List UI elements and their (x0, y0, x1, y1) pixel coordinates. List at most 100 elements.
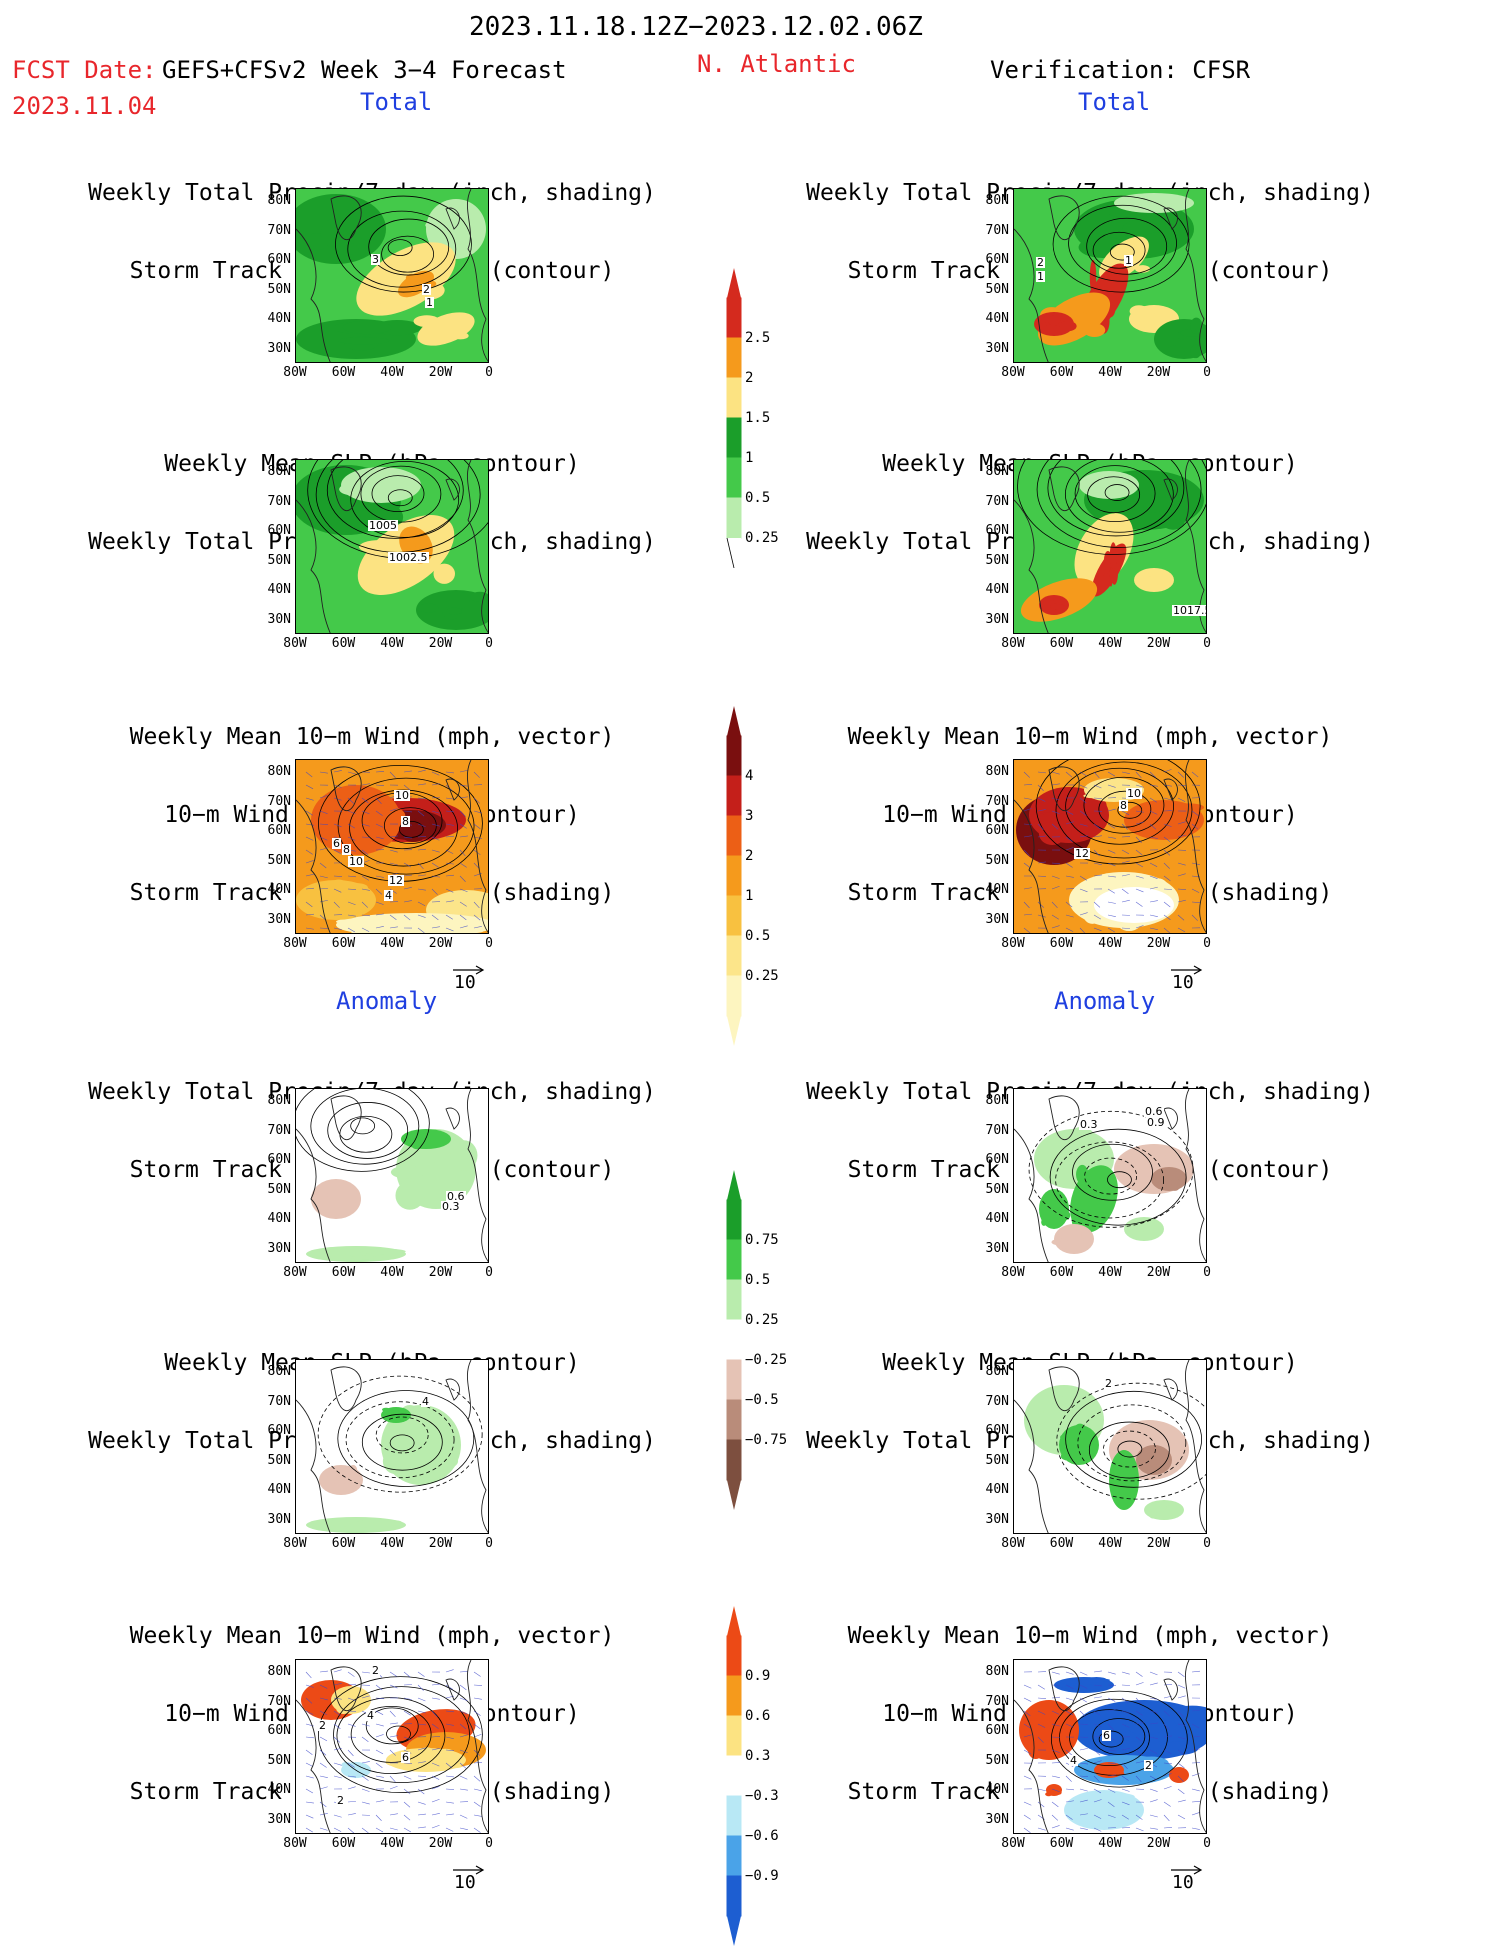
colorbar-label: 2.5 (745, 330, 770, 346)
wind-vector (1206, 837, 1207, 838)
colorbar-segment (727, 1360, 741, 1400)
shading-region (1121, 1471, 1131, 1496)
lat-tick-label: 40N (257, 882, 291, 897)
lon-tick-label: 20W (421, 365, 461, 380)
contour-label: 1005 (368, 520, 398, 531)
shading-region (452, 332, 469, 339)
lat-tick-label: 50N (257, 1753, 291, 1768)
wind-vector (488, 772, 489, 773)
shading-region (1174, 1709, 1207, 1729)
lat-tick-label: 60N (257, 1723, 291, 1738)
colorbar-segment (727, 776, 741, 816)
shading-region (1143, 584, 1159, 589)
lat-tick-label: 70N (975, 1123, 1009, 1138)
lat-tick-label: 70N (975, 1694, 1009, 1709)
map-obs-anom-slp-precip: 2 (1013, 1359, 1207, 1534)
lon-tick-label: 80W (993, 365, 1033, 380)
shading-region (356, 1520, 400, 1523)
lat-tick-label: 80N (257, 464, 291, 479)
shading-region (1103, 573, 1110, 586)
contour-label: 10 (394, 790, 410, 801)
wind-vector (1206, 1698, 1207, 1703)
contour-label: 3 (371, 254, 380, 265)
shading-region (1045, 1792, 1052, 1796)
lon-tick-label: 40W (372, 365, 412, 380)
verification-label: Verification: CFSR (990, 56, 1250, 84)
lat-tick-label: 60N (257, 252, 291, 267)
shading-region (1171, 1179, 1181, 1186)
colorbar-segment (727, 298, 741, 338)
colorbar-canvas (721, 1606, 791, 1946)
shading-region (1107, 272, 1118, 302)
contour-label: 0.3 (441, 1201, 461, 1212)
shading-region (1125, 1712, 1166, 1735)
shading-region (353, 1773, 358, 1777)
shading-region (1098, 784, 1122, 791)
contour-label: 1002.5 (388, 552, 429, 563)
wind-vector (488, 1815, 489, 1818)
shading-region (447, 591, 470, 609)
lon-tick-label: 80W (275, 1265, 315, 1280)
lat-tick-label: 60N (257, 1423, 291, 1438)
lon-tick-label: 40W (372, 936, 412, 951)
lat-tick-label: 30N (975, 341, 1009, 356)
shading-region (1061, 1452, 1077, 1461)
title-line: Weekly Mean 10−m Wind (mph, vector) (52, 1623, 692, 1649)
lon-tick-label: 80W (993, 1265, 1033, 1280)
wind-vector (1206, 928, 1207, 934)
colorbar-label: 0.5 (745, 928, 770, 944)
lon-tick-label: 0 (469, 1536, 509, 1551)
wind-vector (1206, 1800, 1207, 1802)
colorbar-tip (727, 706, 741, 736)
lon-tick-label: 40W (372, 1536, 412, 1551)
lon-tick-label: 60W (1042, 1265, 1082, 1280)
wind-vector (488, 925, 489, 928)
colorbar-segment (727, 736, 741, 776)
colorbar-segment (727, 1796, 741, 1836)
wind-vector (488, 811, 489, 817)
shading-region (1098, 896, 1118, 904)
vector-reference-arrow (1170, 960, 1204, 970)
colorbar-tip (727, 1480, 741, 1510)
lon-tick-label: 60W (1042, 365, 1082, 380)
colorbar-segment (727, 1320, 741, 1360)
colorbar-tip (727, 1606, 741, 1636)
lon-tick-label: 40W (1090, 636, 1130, 651)
shading-region (1103, 1767, 1115, 1774)
map-canvas (296, 760, 489, 934)
lon-tick-label: 20W (421, 936, 461, 951)
lat-tick-label: 50N (257, 1453, 291, 1468)
lat-tick-label: 60N (257, 823, 291, 838)
colorbar-label: 1 (745, 450, 753, 466)
wind-vector (488, 1711, 489, 1716)
lat-tick-label: 80N (257, 1664, 291, 1679)
shading-region (1111, 1487, 1119, 1499)
shading-region (1050, 1138, 1081, 1159)
vector-reference-label: 10 (1172, 1872, 1194, 1893)
shading-region (348, 1256, 382, 1260)
vector-reference-label: 10 (1172, 972, 1194, 993)
colorbar-segment (727, 816, 741, 856)
wind-vector (1206, 824, 1207, 829)
lat-tick-label: 80N (975, 764, 1009, 779)
lon-tick-label: 80W (993, 936, 1033, 951)
title-line: Weekly Mean 10−m Wind (mph, vector) (770, 724, 1410, 750)
map-fc-total-slp-precip: 1005 1002.5 (295, 459, 489, 634)
lon-tick-label: 40W (1090, 936, 1130, 951)
shading-region (1158, 1501, 1170, 1507)
colorbar-label: 1.5 (745, 410, 770, 426)
valid-period-title: 2023.11.18.12Z−2023.12.02.06Z (469, 12, 923, 42)
contour-label: 0.3 (1079, 1119, 1099, 1130)
contour-label: 4 (384, 890, 393, 901)
lat-tick-label: 30N (257, 1812, 291, 1827)
contour-label: 6 (332, 838, 341, 849)
shading-region (346, 883, 368, 892)
lat-tick-label: 70N (257, 794, 291, 809)
lon-tick-label: 40W (1090, 1836, 1130, 1851)
colorbar-label: 0.25 (745, 530, 779, 546)
lon-tick-label: 80W (275, 936, 315, 951)
